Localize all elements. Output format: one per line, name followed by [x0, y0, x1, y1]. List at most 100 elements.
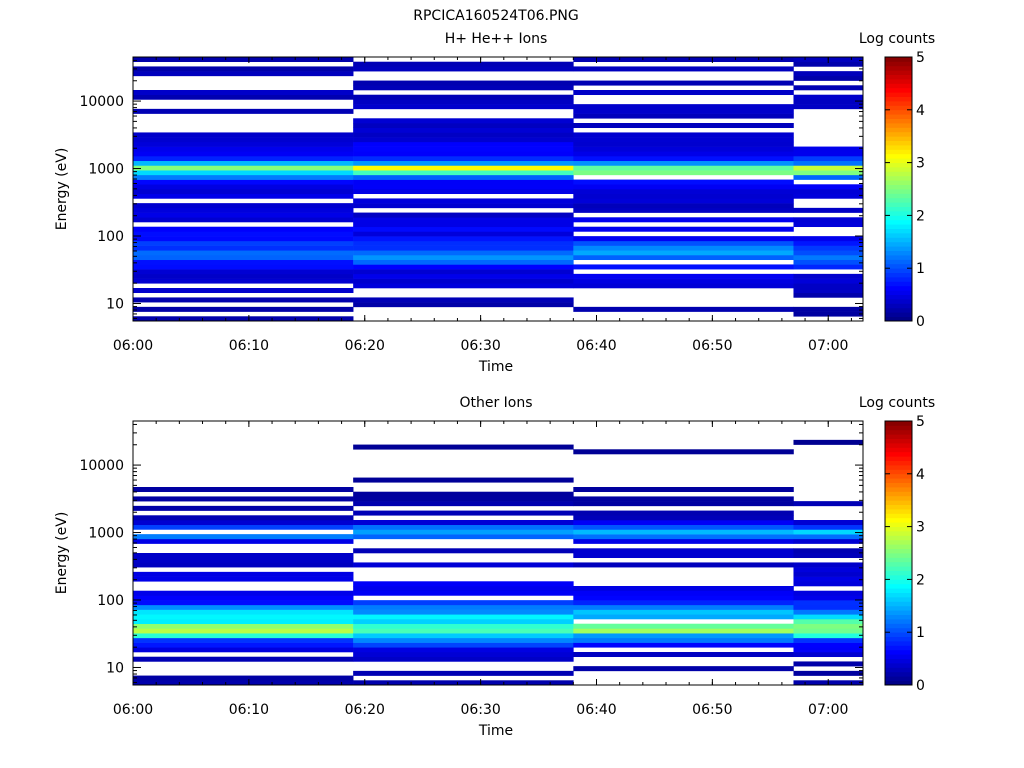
- spectrogram-cell: [793, 207, 864, 213]
- spectrogram-cell: [353, 255, 574, 261]
- spectrogram-cell: [793, 184, 864, 190]
- spectrogram-cell: [573, 501, 794, 507]
- spectrogram-cell: [793, 637, 864, 643]
- spectrogram-cell: [353, 170, 574, 176]
- colorbar-swatch: [885, 281, 912, 287]
- spectrogram-cell: [793, 576, 864, 582]
- spectrogram-cell: [353, 604, 574, 610]
- colorbar-swatch: [885, 74, 912, 80]
- spectrogram-cell: [793, 99, 864, 105]
- spectrogram-cell: [793, 581, 864, 587]
- spectrogram-cell: [353, 548, 574, 554]
- spectrogram-cell: [573, 553, 794, 559]
- colorbar-swatch: [885, 495, 912, 501]
- spectrogram-cell: [133, 165, 354, 171]
- spectrogram-cell: [353, 61, 574, 67]
- spectrogram-cell: [573, 534, 794, 540]
- spectrogram-cell: [793, 236, 864, 242]
- spectrogram-cell: [573, 278, 794, 284]
- spectrogram-cell: [353, 123, 574, 129]
- spectrogram-cell: [573, 198, 794, 204]
- x-tick-label: 06:20: [345, 702, 385, 718]
- spectrogram-cell: [573, 637, 794, 643]
- colorbar-swatch: [885, 175, 912, 181]
- spectrogram-cell: [573, 170, 794, 176]
- spectrogram-cell: [573, 151, 794, 157]
- spectrogram-cell: [573, 236, 794, 242]
- colorbar-swatch: [885, 553, 912, 558]
- spectrogram-cell: [573, 600, 794, 606]
- colorbar-tick-label: 4: [916, 103, 925, 119]
- spectrogram-cell: [133, 619, 354, 625]
- colorbar-swatch: [885, 592, 912, 598]
- axis-ticks: 06:00 06:10 06:20 06:30 06:40 06:50 07:00 10 100…: [79, 421, 863, 718]
- spectrogram-cell: [793, 604, 864, 610]
- x-tick-label: 06:30: [460, 338, 500, 354]
- spectrogram-cell: [793, 288, 864, 294]
- spectrogram-cell: [353, 212, 574, 218]
- spectrogram-cell: [793, 619, 864, 625]
- spectrogram-cell: [353, 236, 574, 242]
- colorbar-tick-label: 3: [916, 156, 925, 172]
- spectrogram-cell: [573, 652, 794, 658]
- spectrogram-cell: [573, 524, 794, 530]
- spectrogram-cell: [793, 590, 864, 596]
- spectrogram-cell: [133, 288, 354, 294]
- spectrogram-cell: [133, 151, 354, 157]
- colorbar-swatch: [885, 680, 912, 686]
- spectrogram-cell: [353, 184, 574, 190]
- colorbar-swatch: [885, 171, 912, 177]
- spectrogram-cell: [353, 245, 574, 251]
- spectrogram-cell: [353, 623, 574, 629]
- colorbar-swatch: [885, 649, 912, 655]
- colorbar-swatch: [885, 303, 912, 309]
- colorbar-swatch: [885, 513, 912, 519]
- colorbar-swatch: [885, 570, 912, 576]
- spectrogram-cell: [573, 193, 794, 199]
- colorbar-swatch: [885, 491, 912, 497]
- colorbar-swatch: [885, 478, 912, 483]
- spectrogram-cell: [133, 524, 354, 530]
- spectrogram-cell: [133, 297, 354, 303]
- spectrogram-cell: [573, 156, 794, 162]
- spectrogram-cell: [133, 595, 354, 601]
- colorbar-tick-label: 2: [916, 208, 925, 224]
- spectrogram-cell: [793, 647, 864, 653]
- x-tick-label: 06:00: [113, 338, 153, 354]
- spectrogram-cell: [573, 515, 794, 521]
- spectrogram-cell: [133, 637, 354, 643]
- spectrogram-cell: [573, 595, 794, 601]
- colorbar-tick-label: 3: [916, 520, 925, 536]
- x-tick-label: 06:10: [229, 702, 269, 718]
- spectrogram-cell: [573, 203, 794, 209]
- spectrogram-cell: [573, 586, 794, 592]
- spectrogram-cell: [353, 656, 574, 662]
- spectrogram-cell: [133, 231, 354, 237]
- spectrogram-cell: [353, 297, 574, 303]
- y-tick-label: 10: [106, 660, 124, 676]
- colorbar-swatch: [885, 149, 912, 155]
- colorbar-swatch: [885, 473, 912, 479]
- y-tick-label: 100: [97, 229, 124, 245]
- spectrogram-cell: [133, 193, 354, 199]
- colorbar-swatch: [885, 224, 912, 229]
- spectrogram-cell: [133, 212, 354, 218]
- colorbar-frame: [884, 420, 913, 686]
- spectrogram-cell: [793, 595, 864, 601]
- spectrogram-cell: [573, 264, 794, 270]
- colorbar-swatch: [885, 96, 912, 102]
- spectrogram-cell: [353, 231, 574, 237]
- colorbar-swatch: [885, 57, 912, 62]
- colorbar-swatch: [885, 500, 912, 505]
- colorbar-swatch: [885, 87, 912, 93]
- spectrogram-cell: [353, 259, 574, 265]
- spectrogram-cell: [133, 240, 354, 246]
- colorbar-tick-label: 5: [916, 50, 925, 66]
- x-tick-label: 06:00: [113, 702, 153, 718]
- spectrogram-cell: [353, 510, 574, 516]
- spectrogram-cell: [353, 222, 574, 228]
- colorbar-swatch: [885, 539, 912, 545]
- colorbar-tick-label: 0: [916, 678, 925, 694]
- spectrogram-cell: [133, 571, 354, 577]
